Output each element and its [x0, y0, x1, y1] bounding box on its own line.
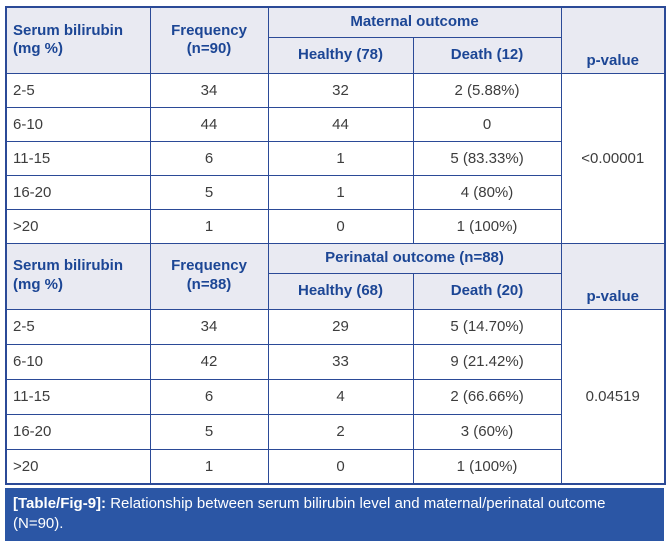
- cell-healthy: 4: [267, 378, 414, 415]
- cell-frequency: 1: [149, 448, 269, 485]
- caption-text: Relationship between serum bilirubin lev…: [13, 495, 606, 532]
- cell-frequency: 42: [149, 343, 269, 380]
- cell-healthy: 44: [267, 106, 414, 142]
- caption-label: [Table/Fig-9]:: [13, 495, 107, 512]
- cell-frequency: 6: [149, 140, 269, 176]
- cell-healthy: 0: [267, 208, 414, 244]
- cell-frequency: 34: [149, 72, 269, 108]
- cell-healthy: 29: [267, 308, 414, 345]
- cell-death: 0: [412, 106, 562, 142]
- header-serum-bilirubin-s2: Serum bilirubin (mg %): [5, 242, 151, 310]
- header-frequency-s2: Frequency (n=88): [149, 242, 269, 310]
- cell-death: 4 (80%): [412, 174, 562, 210]
- cell-frequency: 34: [149, 308, 269, 345]
- cell-frequency: 44: [149, 106, 269, 142]
- bilirubin-outcome-table: Serum bilirubin (mg %) Frequency (n=90) …: [5, 6, 667, 485]
- header-death-s1: Death (12): [412, 36, 562, 74]
- cell-range: 2-5: [5, 72, 151, 108]
- header-serum-bilirubin-s1: Serum bilirubin (mg %): [5, 6, 151, 74]
- cell-range: 6-10: [5, 106, 151, 142]
- cell-healthy: 2: [267, 413, 414, 450]
- cell-range: 2-5: [5, 308, 151, 345]
- cell-range: 16-20: [5, 174, 151, 210]
- cell-death: 5 (83.33%): [412, 140, 562, 176]
- header-healthy-s2: Healthy (68): [267, 272, 414, 310]
- cell-healthy: 0: [267, 448, 414, 485]
- table-row: 16-20 5 1 4 (80%): [5, 174, 665, 210]
- cell-frequency: 5: [149, 174, 269, 210]
- header-group-maternal-outcome: Maternal outcome: [267, 6, 562, 38]
- table-row: 6-10 44 44 0: [5, 106, 665, 142]
- cell-death: 9 (21.42%): [412, 343, 562, 380]
- cell-death: 1 (100%): [412, 208, 562, 244]
- cell-healthy: 1: [267, 174, 414, 210]
- header-group-perinatal-outcome: Perinatal outcome (n=88): [267, 242, 562, 274]
- cell-range: 6-10: [5, 343, 151, 380]
- cell-range: >20: [5, 208, 151, 244]
- cell-healthy: 32: [267, 72, 414, 108]
- table-row: 2-5 34 29 5 (14.70%) 0.04519: [5, 308, 666, 485]
- cell-death: 2 (5.88%): [412, 72, 562, 108]
- table-row: 2-5 34 32 2 (5.88%) <0.00001: [5, 72, 666, 244]
- table-row: 11-15 6 1 5 (83.33%): [5, 140, 665, 176]
- header-frequency-s1: Frequency (n=90): [149, 6, 269, 74]
- cell-death: 1 (100%): [412, 448, 562, 485]
- cell-range: 16-20: [5, 413, 151, 450]
- header-healthy-s1: Healthy (78): [267, 36, 414, 74]
- cell-range: 11-15: [5, 140, 151, 176]
- table-caption: [Table/Fig-9]: Relationship between seru…: [5, 488, 664, 541]
- cell-frequency: 1: [149, 208, 269, 244]
- header-pvalue-s2: p-value: [560, 242, 666, 310]
- cell-range: >20: [5, 448, 151, 485]
- cell-range: 11-15: [5, 378, 151, 415]
- cell-frequency: 6: [149, 378, 269, 415]
- cell-death: 5 (14.70%): [412, 308, 562, 345]
- cell-healthy: 33: [267, 343, 414, 380]
- cell-healthy: 1: [267, 140, 414, 176]
- table-row: 11-15 6 4 2 (66.66%): [5, 378, 665, 415]
- pvalue-perinatal: 0.04519: [560, 308, 666, 485]
- table-row: >20 1 0 1 (100%): [5, 448, 665, 485]
- cell-death: 2 (66.66%): [412, 378, 562, 415]
- pvalue-maternal: <0.00001: [560, 72, 666, 244]
- cell-frequency: 5: [149, 413, 269, 450]
- header-pvalue-s1: p-value: [560, 6, 666, 74]
- cell-death: 3 (60%): [412, 413, 562, 450]
- table-row: >20 1 0 1 (100%): [5, 208, 665, 244]
- header-death-s2: Death (20): [412, 272, 562, 310]
